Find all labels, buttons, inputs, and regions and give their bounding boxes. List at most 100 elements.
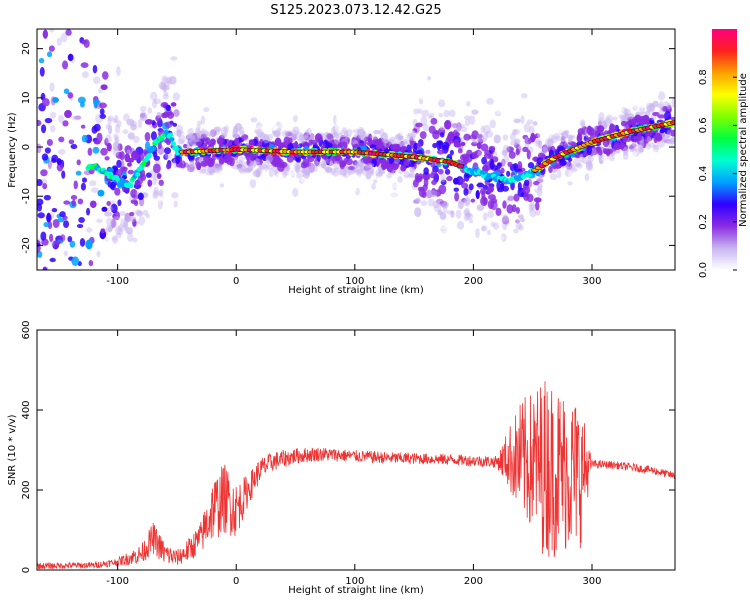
spectrogram-cell: [665, 135, 670, 144]
spectrogram-cell: [362, 130, 367, 141]
spectrogram-cell: [350, 166, 355, 171]
spectrogram-cell: [107, 167, 114, 173]
spectrogram-peak-cell: [456, 163, 465, 169]
spectrogram-cell: [500, 233, 507, 242]
spectrogram-cell: [226, 178, 233, 187]
spectrogram-cell: [42, 29, 48, 39]
spectrogram-cell: [164, 121, 173, 128]
spectrogram-cell: [187, 119, 192, 130]
spectrogram-cell: [505, 198, 511, 203]
spectrogram-cell: [220, 126, 228, 136]
spectrogram-cell: [324, 166, 333, 174]
spectrogram-cell: [363, 165, 371, 171]
spectrogram-ridge-cell: [150, 146, 157, 152]
spectrogram-cell: [295, 165, 303, 170]
spectrogram-cell: [433, 130, 440, 135]
spectrogram-cell: [493, 222, 500, 230]
spectrogram-cell: [409, 166, 416, 173]
spectrogram-cell: [633, 102, 641, 110]
spectrogram-cell: [152, 163, 161, 174]
spectrogram-cell: [497, 72, 503, 82]
spectrogram-cell: [666, 93, 672, 103]
spectrogram-cell: [397, 131, 403, 142]
spectrogram-cell: [501, 279, 505, 284]
spectrogram-y-label: Frequency (Hz): [7, 112, 18, 188]
spectrogram-cell: [232, 133, 240, 139]
spectrogram-cell: [134, 209, 142, 215]
spectrogram-cell: [480, 225, 488, 232]
spectrogram-cell: [225, 119, 234, 126]
spectrogram-cell: [291, 129, 299, 137]
spectrogram-cell: [162, 83, 167, 93]
spectrogram-cell: [297, 111, 304, 120]
spectrogram-cell: [90, 15, 97, 22]
spectrogram-cell: [373, 129, 381, 135]
spectrogram-cell: [299, 184, 307, 190]
spectrogram-cell: [90, 15, 97, 22]
spectrogram-cell: [522, 110, 528, 117]
spectrogram-cell: [50, 124, 56, 133]
spectrogram-cell: [437, 209, 443, 216]
spectrogram-cell: [238, 166, 244, 173]
spectrogram-cell: [559, 127, 565, 134]
spectrogram-cell: [388, 116, 397, 126]
spectrogram-cell: [397, 177, 405, 187]
spectrogram-cell: [439, 132, 445, 138]
spectrogram-cell: [486, 97, 494, 105]
spectrogram-cell: [130, 123, 137, 131]
spectrogram-cell: [435, 50, 440, 57]
spectrogram-cell: [197, 134, 204, 140]
spectrogram-cell: [326, 133, 334, 140]
spectrogram-cell: [639, 139, 644, 150]
spectrogram-cell: [395, 181, 403, 191]
spectrogram-cell: [652, 150, 658, 158]
spectrogram-cell: [344, 182, 351, 189]
spectrogram-cell: [370, 124, 376, 133]
spectrogram-cell: [532, 121, 538, 126]
spectrogram-cell: [338, 130, 346, 135]
spectrogram-cell: [341, 119, 346, 125]
spectrogram-cell: [364, 164, 370, 174]
spectrogram-cell: [483, 252, 491, 263]
spectrogram-cell: [662, 134, 669, 144]
spectrogram-cell: [131, 150, 139, 161]
spectrogram-cell: [492, 92, 500, 98]
spectrogram-cell: [370, 169, 375, 175]
spectrogram-cell: [49, 233, 54, 242]
spectrogram-cell: [97, 189, 105, 197]
spectrogram-cell: [585, 161, 594, 171]
spectrogram-cell: [293, 162, 299, 172]
spectrogram-cell: [132, 245, 140, 255]
spectrogram-cell: [178, 134, 186, 145]
spectrogram-cell: [531, 238, 540, 247]
spectrogram-cell: [417, 108, 423, 114]
spectrogram-cell: [112, 236, 119, 244]
spectrogram-cell: [187, 164, 195, 173]
spectrogram-cell: [43, 266, 49, 270]
spectrogram-cell: [331, 132, 337, 139]
spectrogram-cell: [87, 147, 93, 156]
spectrogram-cell: [513, 128, 520, 135]
spectrogram-cell: [418, 97, 424, 105]
spectrogram-cell: [552, 181, 560, 187]
spectrogram-cell: [139, 105, 147, 112]
spectrogram-cell: [78, 217, 85, 224]
spectrogram-cell: [513, 162, 518, 170]
spectrogram-cell: [40, 124, 47, 134]
spectrogram-cell: [425, 149, 431, 155]
spectrogram-cell: [381, 158, 387, 167]
spectrogram-cell: [365, 172, 372, 180]
spectrogram-cell: [482, 197, 488, 205]
spectrogram-cell: [648, 103, 655, 114]
spectrogram-cell: [463, 133, 471, 141]
spectrogram-cell: [558, 129, 565, 136]
spectrogram-cell: [152, 191, 159, 200]
spectrogram-cell: [649, 103, 656, 112]
spectrogram-cell: [120, 105, 125, 112]
spectrogram-cell: [65, 29, 69, 30]
spectrogram-cell: [493, 134, 501, 144]
spectrogram-cell: [124, 153, 131, 163]
spectrogram-cell: [142, 222, 149, 231]
spectrogram-cell: [373, 129, 381, 135]
spectrogram-cell: [148, 58, 155, 68]
